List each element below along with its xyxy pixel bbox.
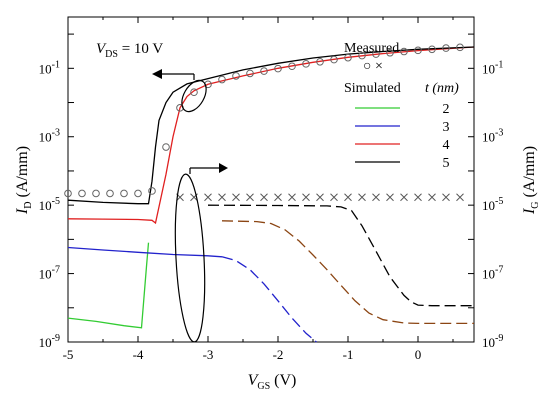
x-tick-label: -3 — [203, 347, 214, 362]
measured-ig-marker — [372, 193, 380, 202]
measured-id-marker — [330, 55, 338, 64]
x-tick-label: -4 — [133, 347, 144, 362]
x-tick-label: -5 — [63, 347, 74, 362]
measured-ig-marker — [414, 193, 422, 202]
measured-id-marker — [288, 62, 296, 71]
x-tick-label: -1 — [343, 347, 354, 362]
measured-id-marker — [260, 67, 268, 75]
measured-id-marker — [274, 64, 282, 73]
legend-entries: 2 3 4 5 — [355, 102, 450, 171]
callout-ellipse-id — [181, 79, 207, 113]
measured-id-marker — [372, 50, 380, 58]
legend: Measured ○ × Simulated t (nm) 2 3 4 5 — [344, 41, 459, 171]
y-tick-label-right: 10-5 — [482, 196, 503, 213]
y-tick-label-right: 10-1 — [482, 59, 503, 76]
y-axis-title-right: IG (A/mm) — [521, 146, 541, 215]
y-tick-label-right: 10-3 — [482, 128, 503, 145]
x-tick-label: 0 — [415, 347, 422, 362]
vds-annotation: VDS = 10 V — [96, 41, 163, 60]
measured-ig-marker — [246, 193, 254, 202]
measured-ig-marker — [316, 193, 324, 202]
callout-arrowhead-id — [152, 69, 162, 79]
measured-ig-marker — [428, 193, 436, 202]
measured-id-marker — [400, 47, 408, 56]
measured-ig-marker — [400, 193, 408, 202]
y-tick-label-left: 10-9 — [39, 333, 60, 350]
legend-label-t4: 4 — [443, 138, 450, 153]
series-line-t4-ig — [221, 220, 474, 325]
measured-ig-marker — [442, 193, 450, 202]
y-tick-label-left: 10-1 — [39, 59, 60, 76]
measured-ig-marker — [260, 193, 268, 202]
measured-id-marker — [386, 48, 394, 57]
y-tick-label-left: 10-5 — [39, 196, 60, 213]
legend-measured-symbols: ○ × — [363, 59, 383, 74]
ticks-layer: -5 -4 -3 -2 -1 0 10-1 10-3 10-5 10-7 10-9 10-1 10-3 1… — [39, 17, 503, 362]
measured-ig-marker — [456, 193, 464, 202]
measured-id-marker — [218, 75, 226, 84]
series-line-t3-id — [67, 246, 223, 258]
measured-ig-marker — [218, 193, 226, 202]
measured-id-marker — [358, 51, 366, 60]
measured-id-marker — [92, 189, 100, 198]
series-line-t3-ig — [221, 256, 317, 343]
plot-area — [67, 16, 475, 343]
series-line-t2-id — [67, 242, 150, 329]
measured-ig-marker — [386, 193, 394, 202]
legend-measured-label: Measured — [344, 41, 399, 56]
measured-id-marker — [302, 60, 310, 68]
measured-ig-marker — [274, 193, 282, 202]
callout-arrowhead-ig — [219, 163, 228, 173]
legend-label-t2: 2 — [443, 102, 450, 117]
measured-id-marker — [344, 53, 352, 62]
y-tick-label-right: 10-7 — [482, 265, 503, 282]
measured-id-marker — [442, 44, 450, 52]
measured-ig-marker — [344, 193, 352, 202]
measured-id-marker — [106, 189, 114, 198]
measured-id-marker — [246, 69, 254, 78]
measured-id-marker — [162, 143, 170, 151]
measured-id-marker — [148, 187, 156, 195]
callout-id — [152, 69, 207, 113]
series-line-t5-id — [67, 46, 475, 205]
y-axis-title-left: ID (A/mm) — [14, 146, 34, 215]
measured-id-marker — [316, 58, 324, 66]
legend-t-header: t (nm) — [425, 81, 459, 96]
measured-id-marker — [134, 189, 142, 198]
legend-simulated-label: Simulated — [344, 81, 401, 96]
measured-id-marker — [456, 43, 464, 52]
measured-id-marker — [232, 72, 240, 80]
x-tick-label: -2 — [273, 347, 284, 362]
measured-id-marker — [414, 46, 422, 55]
y-tick-label-left: 10-3 — [39, 128, 60, 145]
measured-ig-marker — [288, 193, 296, 202]
measured-id-marker — [428, 45, 436, 54]
measured-ig-marker — [330, 193, 338, 202]
legend-label-t3: 3 — [443, 120, 450, 135]
measured-ig-marker — [232, 193, 240, 202]
y-tick-label-right: 10-9 — [482, 333, 503, 350]
callout-ig — [174, 163, 228, 343]
legend-label-t5: 5 — [443, 156, 450, 171]
measured-ig-marker — [302, 193, 310, 202]
measured-id-marker — [64, 189, 72, 198]
measured-id-marker — [190, 88, 198, 97]
series-line-t5-ig — [207, 204, 474, 307]
measured-id-marker — [120, 189, 128, 198]
measured-ig-marker — [358, 193, 366, 202]
measured-ig-marker — [204, 193, 212, 202]
measured-id-marker — [78, 189, 86, 198]
callout-ellipse-ig — [174, 173, 206, 343]
y-tick-label-left: 10-7 — [39, 265, 60, 282]
x-axis-title: VGS (V) — [248, 372, 297, 392]
